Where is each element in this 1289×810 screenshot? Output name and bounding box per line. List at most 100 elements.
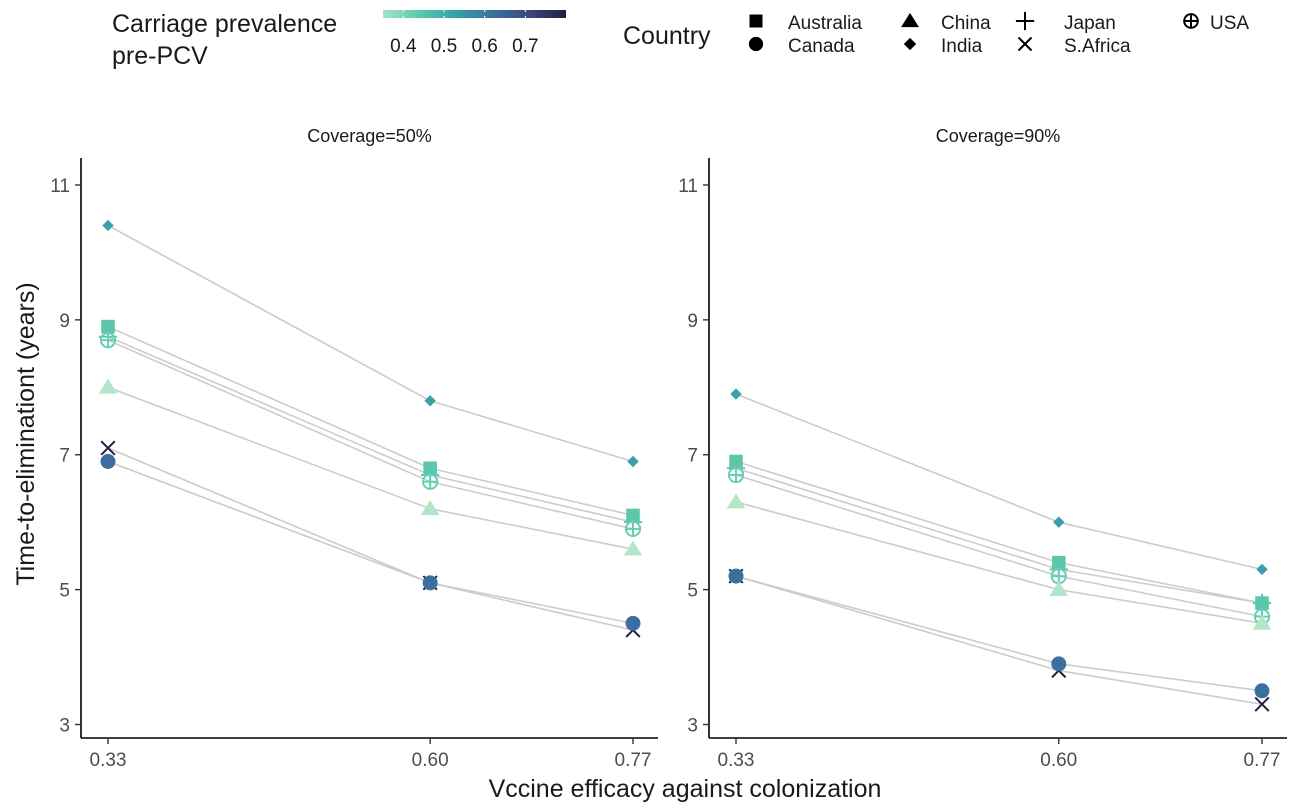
panel-2-x-tick-label: 0.60 xyxy=(1040,750,1077,771)
panel-2-y-tick-label: 11 xyxy=(678,176,698,197)
panel-2: Coverage=90% 3 5 7 9 11 0.33 0.60 0.77 xyxy=(678,126,1287,771)
panel-2-line-canada xyxy=(735,575,1263,692)
panel-2-point-canada-shape xyxy=(1254,683,1270,699)
panel-1-point-canada-shape xyxy=(422,575,438,591)
panel-2-point-india-shape xyxy=(730,388,742,400)
panel-1-point-s-africa-diag2 xyxy=(100,440,116,456)
panel-2-point-china-shape xyxy=(726,493,746,509)
panel-1-x-tick-label: 0.60 xyxy=(412,750,449,771)
panel-1-line-australia xyxy=(107,325,634,517)
panel-1-y-tick-label: 9 xyxy=(59,311,70,332)
legend-key-australia-label: Australia xyxy=(788,13,862,34)
colorbar-tick-label: 0.6 xyxy=(471,36,497,57)
panel-1-point-canada xyxy=(422,575,438,591)
colorbar-tick-label: 0.5 xyxy=(431,36,457,57)
panel-1-point-india xyxy=(102,219,114,232)
panel-1-markers xyxy=(98,219,643,638)
legend-key-china-marker xyxy=(901,12,919,28)
panel-2-point-china xyxy=(1049,581,1069,597)
panel-2-point-india-shape xyxy=(1256,563,1268,576)
panel-2-series-lines xyxy=(735,393,1263,706)
panel-1-point-canada xyxy=(625,615,641,631)
panel-2-point-india xyxy=(1053,516,1065,528)
shape-legend-title: Country xyxy=(623,22,711,50)
panel-2-point-s-africa xyxy=(1254,696,1270,712)
panel-1-line-india xyxy=(107,224,634,463)
panel-1-point-india-shape xyxy=(102,219,114,232)
colorbar xyxy=(383,10,566,18)
panel-1-y-tick-label: 7 xyxy=(59,446,70,467)
panel-1-point-india-shape xyxy=(627,455,639,468)
panel-2-point-canada-shape xyxy=(1051,656,1067,672)
panel-2-point-canada xyxy=(728,568,744,584)
panel-2-point-s-africa-diag2 xyxy=(1254,696,1270,712)
x-axis-title: Vccine efficacy against colonization xyxy=(489,775,882,803)
legend-key-australia-marker-shape xyxy=(749,14,763,28)
panel-1-line-japan xyxy=(107,335,634,523)
panel-2-line-s-africa xyxy=(735,575,1263,706)
legend-key-china-label: China xyxy=(941,13,991,34)
legend-key-canada-marker xyxy=(748,36,764,52)
panel-1-y-tick-label: 11 xyxy=(50,176,70,197)
colorbar-ticks: 0.4 0.5 0.6 0.7 xyxy=(390,10,539,57)
legend-key-s-africa-marker xyxy=(1017,36,1033,52)
legend-key-canada-marker-shape xyxy=(748,36,764,52)
panel-1-point-china xyxy=(98,378,118,394)
panel-1-series-lines xyxy=(107,224,634,631)
panel-1-point-usa xyxy=(624,520,642,538)
panel-2-point-usa xyxy=(727,466,745,484)
legend-key-india-label: India xyxy=(941,36,983,57)
legend-key-s-africa-marker-diag2 xyxy=(1017,36,1033,52)
panel-1-line-s-africa xyxy=(107,447,634,631)
legend-key-japan: Japan xyxy=(1015,11,1116,34)
legend-key-usa-marker xyxy=(1183,13,1199,29)
panel-2-point-china xyxy=(1252,614,1272,630)
panel-1-point-australia xyxy=(101,319,115,334)
panel-2-point-china-shape xyxy=(1049,581,1069,597)
legend-key-australia-marker xyxy=(749,14,763,28)
legend-key-s-africa: S.Africa xyxy=(1017,36,1131,57)
panel-2-x-tick-label: 0.77 xyxy=(1244,750,1281,771)
panel-2-point-china xyxy=(726,493,746,509)
panel-1-point-canada-shape xyxy=(625,615,641,631)
panel-1-point-india xyxy=(424,395,436,407)
panel-2-markers xyxy=(726,388,1272,712)
panel-1-point-china-shape xyxy=(98,378,118,394)
legend-key-usa-label: USA xyxy=(1210,13,1249,34)
panel-2-y-tick-label: 7 xyxy=(687,446,698,467)
panel-1-point-s-africa xyxy=(100,440,116,456)
panel-1-point-china-shape xyxy=(623,540,643,556)
panel-2-title: Coverage=90% xyxy=(936,126,1061,146)
panel-2-line-japan xyxy=(735,467,1263,604)
legend-key-india-marker-shape xyxy=(903,37,917,51)
panel-1-title: Coverage=50% xyxy=(307,126,432,146)
panel-1-point-india-shape xyxy=(424,395,436,407)
panel-1-x-tick-label: 0.77 xyxy=(615,750,652,771)
legend-key-japan-label: Japan xyxy=(1064,13,1116,34)
panel-2-y-tick-label: 9 xyxy=(687,311,698,332)
panel-2-y-tick-label: 5 xyxy=(687,581,698,602)
legend-key-china: China xyxy=(901,12,991,34)
legend-key-india: India xyxy=(903,36,983,57)
panel-2-x-tick-label: 0.33 xyxy=(718,750,755,771)
panel-2-point-canada xyxy=(1254,683,1270,699)
panel-1: Coverage=50% 3 5 7 9 11 0.33 0.60 0.77 xyxy=(50,126,658,771)
panel-1-point-usa xyxy=(99,331,117,349)
legend-key-china-marker-shape xyxy=(901,12,919,28)
panel-2-point-canada-shape xyxy=(728,568,744,584)
colorbar-tick-label: 0.4 xyxy=(390,36,417,57)
panel-1-point-india xyxy=(627,455,639,468)
color-legend: Carriage prevalence pre-PCV 0.4 0.5 0.6 0.7 xyxy=(112,10,566,70)
panel-2-point-india xyxy=(730,388,742,400)
panel-1-x-tick-label: 0.33 xyxy=(90,750,127,771)
panel-1-point-china xyxy=(623,540,643,556)
panel-1-point-china-shape xyxy=(420,500,440,516)
legend-key-india-marker xyxy=(903,37,917,51)
panel-1-point-canada-shape xyxy=(100,454,116,469)
panel-1-line-china xyxy=(107,386,634,550)
panel-2-line-australia xyxy=(735,460,1263,604)
